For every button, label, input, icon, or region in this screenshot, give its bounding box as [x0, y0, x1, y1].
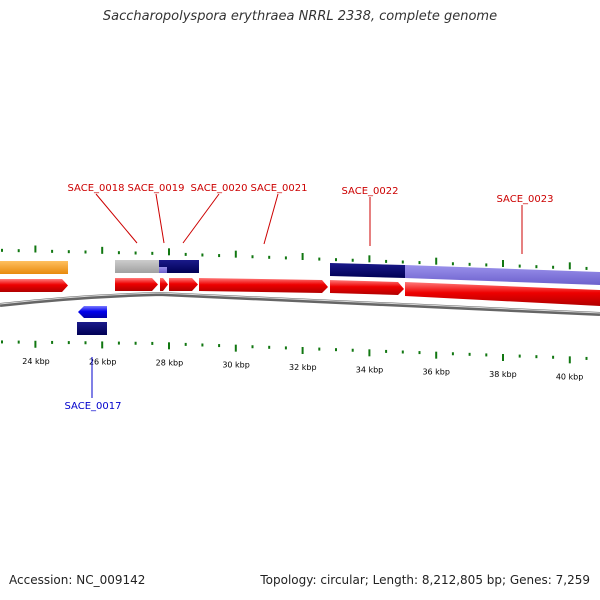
callout-line-SACE_0019 [155, 193, 165, 244]
genome-backbone-highlight [0, 292, 600, 314]
gene-label-SACE_0021[interactable]: SACE_0021 [251, 183, 308, 194]
tick-marks-bottom [1, 340, 588, 364]
gene-label-SACE_0023[interactable]: SACE_0023 [497, 194, 554, 205]
genome-stats-text: Topology: circular; Length: 8,212,805 bp… [260, 573, 590, 587]
scale-label: 24 kbp [22, 357, 50, 366]
scale-label: 34 kbp [356, 365, 384, 374]
gene-callouts: SACE_0017 SACE_0018 SACE_0019 SACE_0020 … [65, 183, 554, 412]
gene-arrow-SACE_0017[interactable] [78, 306, 107, 318]
gene-label-SACE_0020[interactable]: SACE_0020 [191, 183, 248, 194]
feature-bar-orange[interactable] [0, 261, 68, 274]
gene-arrow-SACE_0021[interactable] [199, 278, 328, 293]
gene-label-SACE_0017[interactable]: SACE_0017 [65, 401, 122, 412]
gene-label-SACE_0022[interactable]: SACE_0022 [342, 186, 399, 197]
feature-bar-navy[interactable] [159, 260, 199, 273]
gene-label-SACE_0018[interactable]: SACE_0018 [68, 183, 125, 194]
scale-label: 26 kbp [89, 357, 117, 366]
scale-label: 36 kbp [422, 368, 450, 377]
gene-arrow-forward[interactable] [0, 279, 68, 292]
scale-label: 40 kbp [556, 372, 584, 381]
feature-track [0, 260, 600, 285]
reverse-gene-track [77, 306, 107, 335]
genome-backbone [0, 291, 600, 316]
gene-label-SACE_0019[interactable]: SACE_0019 [128, 183, 185, 194]
scale-labels: 24 kbp 26 kbp 28 kbp 30 kbp 32 kbp 34 kbp 36 k… [22, 357, 583, 382]
scale-label: 28 kbp [156, 358, 184, 367]
feature-bar-navy-long[interactable] [330, 263, 405, 278]
scale-label: 32 kbp [289, 363, 317, 372]
feature-bar-navy-reverse[interactable] [77, 322, 107, 335]
gene-arrow-SACE_0019[interactable] [160, 278, 168, 291]
scale-label: 30 kbp [222, 361, 250, 370]
map-title: Saccharopolyspora erythraea NRRL 2338, c… [102, 9, 498, 24]
tick-marks-top [1, 245, 588, 270]
gene-arrow-SACE_0023[interactable] [405, 282, 600, 306]
callout-line-SACE_0020 [182, 193, 220, 244]
feature-bar-lavender-small[interactable] [159, 267, 167, 273]
callout-line-SACE_0018 [95, 193, 138, 244]
feature-bar-gray[interactable] [115, 260, 159, 273]
callout-line-SACE_0021 [263, 193, 279, 245]
feature-bar-lavender-long[interactable] [405, 265, 600, 285]
gene-arrow-SACE_0020[interactable] [169, 278, 198, 291]
accession-text: Accession: NC_009142 [9, 573, 146, 587]
forward-gene-track [0, 278, 600, 306]
gene-arrow-SACE_0018[interactable] [115, 278, 158, 291]
gene-arrow-SACE_0022[interactable] [330, 280, 404, 295]
scale-label: 38 kbp [489, 370, 517, 379]
